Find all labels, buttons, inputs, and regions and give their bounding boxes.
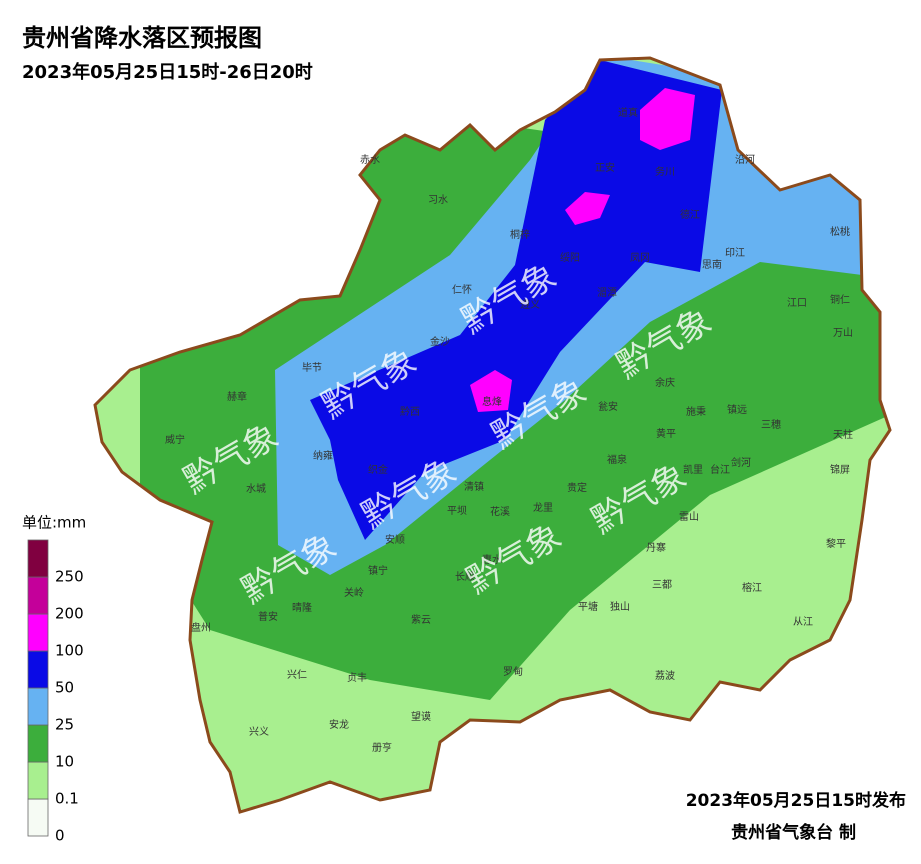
issue-time: 2023年05月25日15时发布 [686,790,906,811]
county-label: 雷山 [679,511,699,523]
county-label: 盘州 [191,621,211,634]
county-label: 贵定 [567,481,587,494]
zone-heavy-rainstorm [470,370,512,412]
county-label: 余庆 [655,376,675,389]
legend-swatch [27,687,49,726]
county-label: 贞丰 [347,671,367,684]
county-label: 紫云 [411,614,431,626]
county-label: 铜仁 [830,294,850,306]
map-subtitle: 2023年05月25日15时-26日20时 [22,61,313,83]
county-label: 兴仁 [287,669,307,681]
county-label: 施秉 [686,405,706,418]
county-label: 安顺 [385,533,405,546]
county-label: 赫章 [227,390,247,403]
county-label: 福泉 [607,453,627,466]
county-label: 沿河 [735,154,755,166]
county-label: 德江 [680,208,700,221]
county-label: 锦屏 [830,463,850,476]
county-label: 习水 [428,194,448,206]
county-label: 安龙 [329,718,349,731]
county-label: 赤水 [360,154,380,166]
agency: 贵州省气象台 制 [731,822,856,843]
county-label: 黄平 [656,427,676,440]
county-label: 龙里 [533,501,553,514]
county-label: 清镇 [464,480,484,493]
legend-label: 100 [55,642,84,660]
county-label: 息烽 [482,395,502,408]
county-label: 务川 [655,165,675,178]
legend-unit: 单位:mm [22,514,86,532]
legend-swatch [27,539,49,578]
zone-heavy-rainstorm [640,88,695,150]
county-label: 织金 [368,463,388,476]
county-label: 花溪 [490,505,510,518]
county-label: 瓮安 [598,400,618,413]
county-label: 平塘 [578,600,598,613]
county-label: 正安 [595,161,615,174]
county-label: 水城 [246,483,266,495]
county-label: 惠水 [482,553,502,566]
county-label: 威宁 [165,433,185,446]
county-label: 仁怀 [452,284,472,296]
legend-label: 200 [55,605,84,623]
county-label: 镇远 [727,403,747,416]
county-label: 万山 [833,327,853,339]
county-label: 黔西 [400,405,420,418]
county-label: 凤冈 [630,252,650,264]
legend-label: 25 [55,716,74,734]
legend-label: 0 [55,827,65,845]
county-label: 金沙 [430,335,450,348]
legend: 0 0.1 10 25 50 100 200 250 [27,539,84,845]
county-label: 思南 [702,258,722,271]
county-label: 凯里 [683,463,703,476]
county-label: 印江 [725,247,745,259]
legend-swatch [27,650,49,689]
county-label: 独山 [610,600,630,613]
legend-swatch [27,724,49,763]
county-label: 纳雍 [313,449,333,462]
county-label: 江口 [787,297,807,309]
county-label: 三穗 [761,418,781,431]
map-title: 贵州省降水落区预报图 [22,24,262,52]
county-label: 湄潭 [597,287,617,299]
legend-swatch [27,613,49,652]
county-label: 遵义 [520,298,540,311]
county-label: 丹寨 [646,541,666,554]
county-label: 兴义 [249,726,269,738]
county-label: 册亨 [372,741,392,754]
county-label: 镇宁 [368,564,388,577]
county-label: 望谟 [411,710,431,723]
county-label: 普安 [258,610,278,623]
legend-label: 0.1 [55,790,79,808]
county-label: 台江 [710,463,730,476]
legend-swatch [27,576,49,615]
county-label: 绥阳 [560,252,580,264]
legend-label: 50 [55,679,74,697]
county-label: 晴隆 [292,601,312,614]
legend-label: 10 [55,753,74,771]
legend-swatch [27,761,49,800]
legend-swatch [27,798,49,837]
county-label: 剑河 [731,456,751,469]
county-label: 平坝 [447,505,467,517]
zone-rainstorm [310,60,722,540]
county-label: 从江 [793,616,813,628]
county-label: 毕节 [302,361,322,374]
county-label: 天柱 [833,428,853,441]
county-label: 三都 [652,579,672,591]
county-label: 桐梓 [510,228,530,241]
county-label: 罗甸 [503,665,523,678]
legend-label: 250 [55,568,84,586]
county-label: 关岭 [344,586,364,599]
county-label: 榕江 [742,581,762,594]
county-label: 黎平 [826,537,846,550]
county-label: 长顺 [455,571,475,583]
county-label: 道真 [618,106,638,119]
zone-heavy-rainstorm [565,192,610,225]
county-label: 荔波 [655,669,675,682]
county-label: 松桃 [830,225,850,238]
